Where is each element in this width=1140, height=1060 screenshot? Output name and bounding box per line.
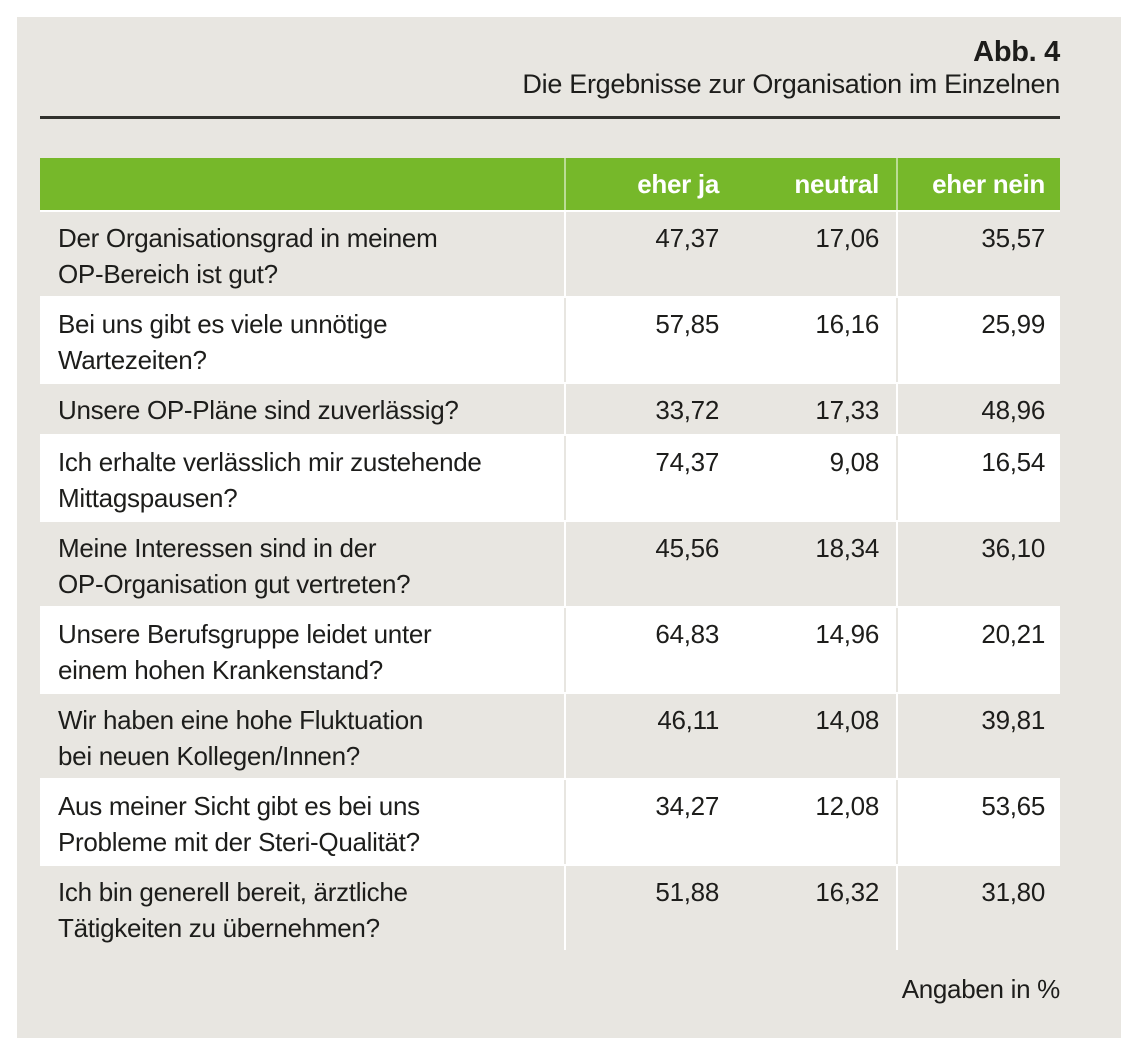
value-eher-ja: 51,88 — [564, 866, 749, 950]
value-neutral: 17,33 — [749, 384, 896, 434]
value-eher-nein: 39,81 — [896, 694, 1060, 778]
question-cell: Ich erhalte verlässlich mir zustehende M… — [40, 436, 564, 520]
value-eher-nein: 31,80 — [896, 866, 1060, 950]
header-question-cell — [40, 158, 564, 210]
value-eher-nein: 48,96 — [896, 384, 1060, 434]
value-neutral: 16,32 — [749, 866, 896, 950]
figure-title: Die Ergebnisse zur Organisation im Einze… — [522, 69, 1060, 99]
title-block: Abb. 4 Die Ergebnisse zur Organisation i… — [40, 0, 1060, 100]
figure-content: Abb. 4 Die Ergebnisse zur Organisation i… — [40, 0, 1060, 1004]
value-eher-nein: 20,21 — [896, 608, 1060, 692]
header-neutral: neutral — [749, 158, 896, 210]
value-eher-ja: 34,27 — [564, 780, 749, 864]
value-eher-ja: 64,83 — [564, 608, 749, 692]
question-cell: Aus meiner Sicht gibt es bei uns Problem… — [40, 780, 564, 864]
value-neutral: 16,16 — [749, 298, 896, 382]
question-cell: Ich bin generell bereit, ärztliche Tätig… — [40, 866, 564, 950]
value-neutral: 17,06 — [749, 212, 896, 296]
value-eher-ja: 33,72 — [564, 384, 749, 434]
header-eher-nein: eher nein — [896, 158, 1060, 210]
question-cell: Unsere OP-Pläne sind zuverlässig? — [40, 384, 564, 434]
value-neutral: 14,08 — [749, 694, 896, 778]
question-cell: Bei uns gibt es viele unnötige Wartezeit… — [40, 298, 564, 382]
title-rule — [40, 116, 1060, 119]
value-eher-nein: 16,54 — [896, 436, 1060, 520]
value-eher-ja: 46,11 — [564, 694, 749, 778]
results-table: eher ja neutral eher nein Der Organisati… — [40, 158, 1060, 950]
value-eher-nein: 35,57 — [896, 212, 1060, 296]
question-cell: Der Organisationsgrad in meinem OP-Berei… — [40, 212, 564, 296]
value-eher-ja: 45,56 — [564, 522, 749, 606]
question-cell: Wir haben eine hohe Fluktuation bei neue… — [40, 694, 564, 778]
value-neutral: 18,34 — [749, 522, 896, 606]
value-neutral: 9,08 — [749, 436, 896, 520]
value-eher-ja: 57,85 — [564, 298, 749, 382]
question-cell: Meine Interessen sind in der OP-Organisa… — [40, 522, 564, 606]
header-eher-ja: eher ja — [564, 158, 749, 210]
figure-label: Abb. 4 — [973, 36, 1060, 68]
value-neutral: 12,08 — [749, 780, 896, 864]
value-eher-nein: 36,10 — [896, 522, 1060, 606]
value-eher-nein: 53,65 — [896, 780, 1060, 864]
value-neutral: 14,96 — [749, 608, 896, 692]
unit-note: Angaben in % — [901, 974, 1061, 1004]
question-cell: Unsere Berufsgruppe leidet unter einem h… — [40, 608, 564, 692]
value-eher-nein: 25,99 — [896, 298, 1060, 382]
value-eher-ja: 74,37 — [564, 436, 749, 520]
value-eher-ja: 47,37 — [564, 212, 749, 296]
